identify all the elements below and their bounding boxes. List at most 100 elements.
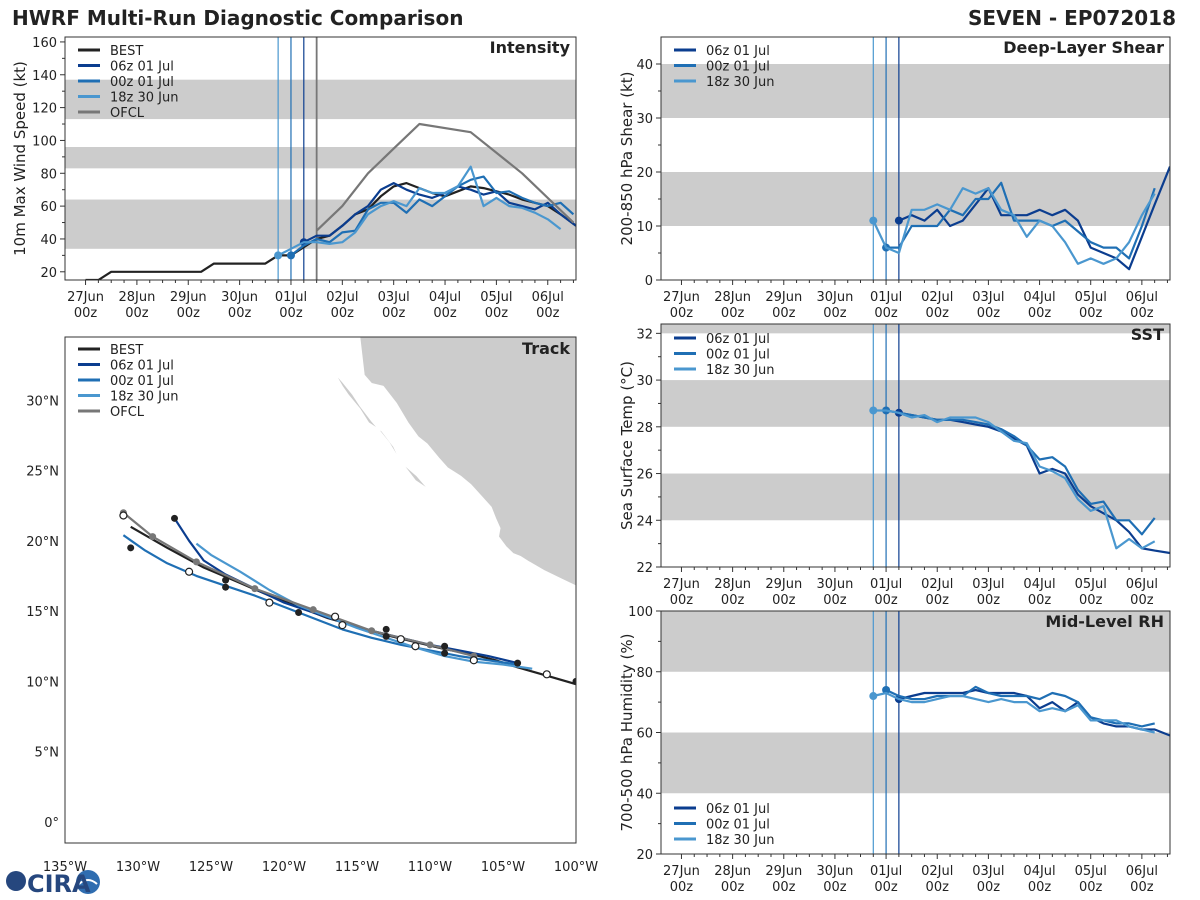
- intensity-xtick-hour: 00z: [279, 306, 303, 321]
- shear-plot-area: [661, 37, 1170, 280]
- logo-text: CIRA: [27, 870, 91, 898]
- shear-xtick-hour: 00z: [823, 306, 847, 321]
- track-marker-open: [265, 598, 274, 607]
- track-xtick-label: 130°W: [116, 860, 160, 875]
- track-marker-open: [542, 670, 551, 679]
- track-xtick-label: 100°W: [554, 860, 598, 875]
- shear-ytick-label: 20: [636, 166, 653, 181]
- rh-xtick-hour: 00z: [926, 880, 950, 895]
- intensity-series-run1: [303, 182, 576, 244]
- intensity-ytick-label: 20: [40, 266, 57, 281]
- rh-start-point-run2: [882, 685, 891, 694]
- sst-xtick-day: 27Jun: [663, 577, 700, 592]
- logo-swirl-icon: [78, 879, 98, 885]
- sst-start-point-run3: [869, 406, 878, 415]
- intensity-xtick-day: 04Jul: [429, 290, 461, 305]
- rh-xtick-day: 03Jul: [972, 864, 1004, 879]
- intensity-xtick-day: 06Jul: [532, 290, 564, 305]
- intensity-ytick-label: 40: [40, 233, 57, 248]
- rh-ytick-label: 20: [636, 848, 653, 863]
- track-xtick-label: 105°W: [481, 860, 525, 875]
- sst-ytick-label: 26: [636, 468, 653, 483]
- intensity-band-2: [65, 79, 576, 120]
- track-series-run2: [122, 534, 518, 666]
- intensity-start-point-run3: [274, 251, 283, 260]
- shear-xtick-day: 28Jun: [714, 290, 751, 305]
- sst-xtick-day: 01Jul: [870, 577, 902, 592]
- track-marker-ofcl: [368, 627, 376, 635]
- shear-xtick-day: 01Jul: [870, 290, 902, 305]
- sst-legend-label-run3: 18z 30 Jun: [706, 363, 775, 378]
- sst-xtick-day: 04Jul: [1023, 577, 1055, 592]
- intensity-xtick-day: 30Jun: [221, 290, 258, 305]
- shear-panel: 01020304027Jun00z28Jun00z29Jun00z30Jun00…: [618, 36, 1171, 321]
- rh-xtick-hour: 00z: [772, 880, 796, 895]
- rh-ytick-label: 100: [628, 605, 653, 620]
- intensity-xtick-hour: 00z: [382, 306, 406, 321]
- intensity-xtick-hour: 00z: [74, 306, 98, 321]
- track-marker-open: [185, 567, 194, 576]
- rh-xtick-day: 04Jul: [1023, 864, 1055, 879]
- track-marker-filled: [222, 576, 230, 584]
- sst-xtick-day: 05Jul: [1075, 577, 1107, 592]
- shear-start-point-run3: [869, 216, 878, 225]
- shear-xtick-day: 27Jun: [663, 290, 700, 305]
- sst-xtick-hour: 00z: [1130, 593, 1154, 608]
- intensity-legend-label-run2: 00z 01 Jul: [110, 75, 174, 90]
- rh-ytick-label: 40: [636, 787, 653, 802]
- intensity-legend-label-run1: 06z 01 Jul: [110, 60, 174, 75]
- intensity-start-point-run2: [286, 251, 295, 260]
- shear-xtick-hour: 00z: [670, 306, 694, 321]
- rh-ytick-label: 80: [636, 666, 653, 681]
- track-marker-filled: [382, 625, 390, 633]
- intensity-xtick-hour: 00z: [433, 306, 457, 321]
- intensity-xtick-day: 02Jul: [326, 290, 358, 305]
- shear-frame: [660, 36, 1171, 281]
- sst-band-0: [661, 473, 1170, 521]
- track-series-run3: [195, 542, 533, 670]
- intensity-ylabel: 10m Max Wind Speed (kt): [11, 61, 29, 256]
- sst-legend-label-run2: 00z 01 Jul: [706, 348, 770, 363]
- shear-legend-label-run2: 00z 01 Jul: [706, 60, 770, 75]
- rh-series-run3: [873, 691, 1155, 734]
- rh-xtick-day: 28Jun: [714, 864, 751, 879]
- intensity-legend-label-run3: 18z 30 Jun: [110, 91, 179, 106]
- intensity-legend-label-ofcl: OFCL: [110, 106, 145, 121]
- intensity-ytick-label: 160: [32, 36, 57, 51]
- track-ytick-label: 25°N: [26, 465, 59, 480]
- sst-xtick-hour: 00z: [1028, 593, 1052, 608]
- sst-xtick-day: 06Jul: [1126, 577, 1158, 592]
- shear-series-run3: [872, 187, 1156, 265]
- shear-ylabel: 200-850 hPa Shear (kt): [618, 72, 636, 246]
- sst-ylabel: Sea Surface Temp (°C): [618, 361, 636, 530]
- track-series-run1: [173, 517, 518, 665]
- rh-xtick-hour: 00z: [874, 880, 898, 895]
- intensity-panel: 2040608010012014016027Jun00z28Jun00z29Ju…: [11, 36, 577, 321]
- shear-xtick-hour: 00z: [977, 306, 1001, 321]
- logo-seal-icon: [76, 870, 100, 894]
- sst-panel: 22242628303227Jun00z28Jun00z29Jun00z30Ju…: [618, 323, 1171, 608]
- sst-xtick-day: 03Jul: [972, 577, 1004, 592]
- intensity-title: Intensity: [490, 38, 571, 57]
- track-ytick-label: 15°N: [26, 605, 59, 620]
- sst-ytick-label: 32: [636, 327, 653, 342]
- track-marker-filled: [222, 583, 230, 591]
- sst-band-1: [661, 380, 1170, 427]
- shear-xtick-hour: 00z: [1028, 306, 1052, 321]
- sst-xtick-day: 02Jul: [921, 577, 953, 592]
- shear-xtick-day: 29Jun: [765, 290, 802, 305]
- shear-xtick-hour: 00z: [1130, 306, 1154, 321]
- track-marker-filled: [441, 649, 449, 657]
- sst-xtick-hour: 00z: [721, 593, 745, 608]
- sst-ytick-label: 24: [636, 514, 653, 529]
- rh-series-run1: [898, 688, 1170, 737]
- rh-title: Mid-Level RH: [1045, 612, 1164, 631]
- intensity-ytick-label: 120: [32, 102, 57, 117]
- intensity-frame: [64, 36, 577, 281]
- track-title: Track: [522, 339, 570, 358]
- shear-xtick-hour: 00z: [1079, 306, 1103, 321]
- intensity-xtick-day: 29Jun: [170, 290, 207, 305]
- intensity-ytick-label: 140: [32, 69, 57, 84]
